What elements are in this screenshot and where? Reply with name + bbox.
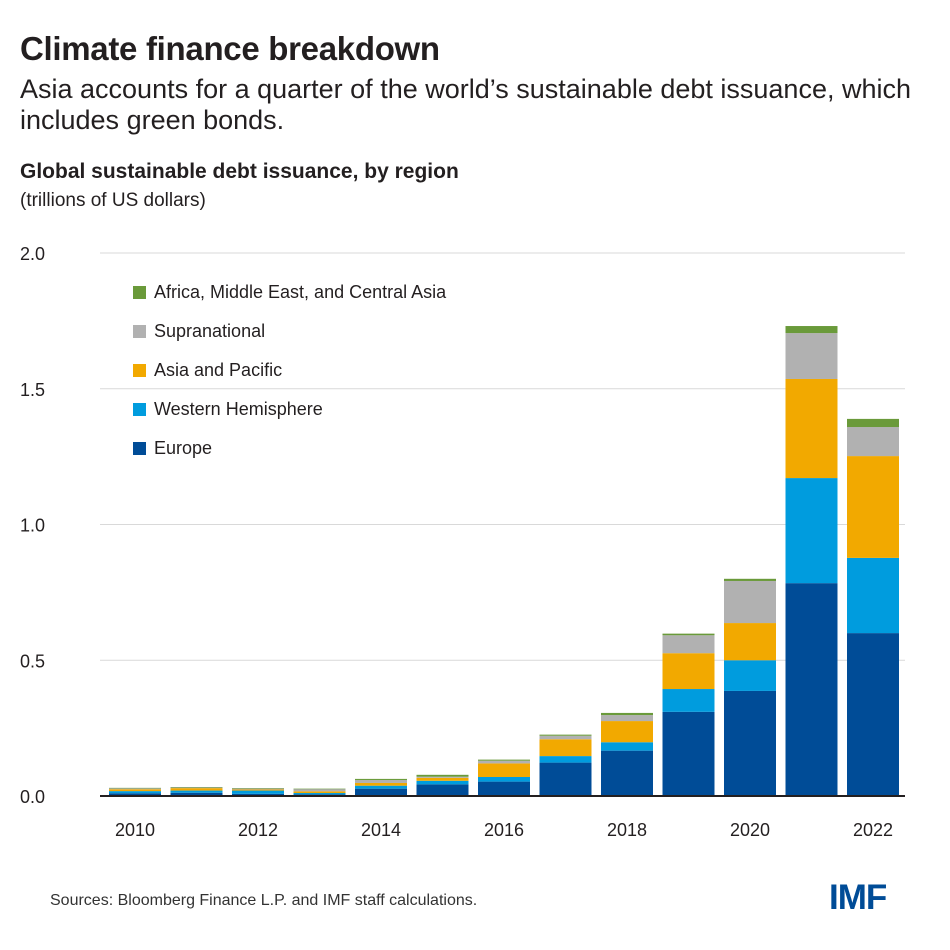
bar-segment-asia-and-pacific-2019	[662, 653, 715, 690]
x-tick-label: 2016	[484, 820, 524, 840]
legend-swatch	[133, 403, 146, 416]
chart-title: Global sustainable debt issuance, by reg…	[20, 160, 459, 183]
bar-segment-western-hemisphere-2020	[724, 660, 776, 691]
legend-swatch	[133, 325, 146, 338]
bar-segment-supranational-2019	[662, 635, 715, 654]
x-tick-label: 2014	[361, 820, 401, 840]
bar-segment-europe-2010	[109, 793, 161, 796]
bar-segment-western-hemisphere-2017	[539, 756, 592, 763]
y-tick-label: 0.5	[20, 651, 45, 671]
bar-segment-africa-middle-east-and-central-asia-2010	[109, 787, 161, 789]
bar-segment-asia-and-pacific-2020	[724, 623, 776, 661]
x-tick-label: 2012	[238, 820, 278, 840]
bar-segment-asia-and-pacific-2022	[847, 456, 899, 558]
bar-segment-africa-middle-east-and-central-asia-2014	[355, 778, 407, 780]
bar-segment-western-hemisphere-2012	[232, 790, 284, 794]
bar-segment-supranational-2015	[416, 776, 469, 778]
legend-label: Europe	[154, 438, 212, 458]
bar-segment-africa-middle-east-and-central-asia-2020	[724, 578, 776, 581]
y-tick-label: 0.0	[20, 787, 45, 807]
bar-segment-africa-middle-east-and-central-asia-2015	[416, 774, 469, 777]
bar-segment-western-hemisphere-2011	[170, 790, 223, 793]
legend-label: Asia and Pacific	[154, 360, 282, 380]
y-tick-label: 1.5	[20, 380, 45, 400]
legend-swatch	[133, 442, 146, 455]
bar-segment-western-hemisphere-2013	[293, 793, 346, 795]
x-tick-label: 2020	[730, 820, 770, 840]
y-tick-label: 1.0	[20, 516, 45, 536]
bar-segment-africa-middle-east-and-central-asia-2021	[785, 326, 838, 334]
bar-segment-western-hemisphere-2019	[662, 689, 715, 712]
legend-label: Africa, Middle East, and Central Asia	[154, 282, 447, 302]
bar-segment-europe-2022	[847, 633, 899, 796]
bar-segment-asia-and-pacific-2014	[355, 782, 407, 786]
bar-segment-africa-middle-east-and-central-asia-2018	[601, 712, 653, 716]
bar-segment-asia-and-pacific-2015	[416, 777, 469, 781]
bar-segment-supranational-2018	[601, 715, 653, 722]
bar-segment-asia-and-pacific-2018	[601, 721, 653, 743]
bar-segment-europe-2017	[539, 762, 592, 796]
bar-segment-supranational-2010	[109, 788, 161, 790]
bar-segment-europe-2012	[232, 793, 284, 796]
bar-segment-supranational-2022	[847, 427, 899, 457]
bar-segment-africa-middle-east-and-central-asia-2011	[170, 787, 223, 788]
imf-logo: IMF	[829, 878, 887, 917]
bar-segment-asia-and-pacific-2021	[785, 378, 838, 479]
bar-segment-western-hemisphere-2018	[601, 742, 653, 751]
bar-segment-europe-2018	[601, 750, 653, 796]
figure-subtitle: Asia accounts for a quarter of the world…	[20, 74, 911, 135]
legend-label: Western Hemisphere	[154, 399, 323, 419]
bar-segment-western-hemisphere-2014	[355, 785, 407, 789]
bar-segment-western-hemisphere-2015	[416, 780, 469, 785]
bar-segment-western-hemisphere-2010	[109, 791, 161, 794]
source-note: Sources: Bloomberg Finance L.P. and IMF …	[50, 892, 478, 909]
bar-segment-supranational-2016	[478, 760, 530, 764]
bar-segment-asia-and-pacific-2012	[232, 789, 284, 791]
x-tick-label: 2018	[607, 820, 647, 840]
x-tick-label: 2022	[853, 820, 893, 840]
bar-segment-asia-and-pacific-2010	[109, 789, 161, 792]
bar-segment-africa-middle-east-and-central-asia-2013	[293, 788, 346, 790]
bar-segment-supranational-2011	[170, 787, 223, 789]
bar-segment-africa-middle-east-and-central-asia-2022	[847, 418, 899, 428]
bar-segment-europe-2015	[416, 784, 469, 796]
bar-segment-europe-2021	[785, 583, 838, 796]
legend-label: Supranational	[154, 321, 265, 341]
bar-segment-supranational-2014	[355, 779, 407, 783]
bar-segment-supranational-2012	[232, 788, 284, 790]
legend-swatch	[133, 364, 146, 377]
bar-segment-europe-2020	[724, 690, 776, 796]
figure-title: Climate finance breakdown	[20, 30, 440, 67]
bar-segment-asia-and-pacific-2013	[293, 791, 346, 794]
bar-segment-africa-middle-east-and-central-asia-2012	[232, 788, 284, 789]
bar-segment-supranational-2021	[785, 333, 838, 379]
bar-segment-europe-2014	[355, 788, 407, 796]
bar-segment-asia-and-pacific-2016	[478, 763, 530, 777]
legend-swatch	[133, 286, 146, 299]
y-axis-unit: (trillions of US dollars)	[20, 190, 206, 211]
bar-segment-western-hemisphere-2021	[785, 478, 838, 584]
bar-segment-europe-2019	[662, 711, 715, 796]
bar-segment-europe-2016	[478, 781, 530, 796]
bar-segment-asia-and-pacific-2011	[170, 788, 223, 791]
bar-segment-western-hemisphere-2022	[847, 557, 899, 634]
bar-segment-africa-middle-east-and-central-asia-2017	[539, 734, 592, 736]
bar-segment-africa-middle-east-and-central-asia-2019	[662, 633, 715, 636]
bar-segment-asia-and-pacific-2017	[539, 739, 592, 757]
bar-segment-africa-middle-east-and-central-asia-2016	[478, 759, 530, 761]
bar-segment-europe-2011	[170, 792, 223, 796]
bar-segment-western-hemisphere-2016	[478, 776, 530, 782]
bar-segment-supranational-2017	[539, 735, 592, 740]
x-tick-label: 2010	[115, 820, 155, 840]
bar-segment-supranational-2020	[724, 580, 776, 624]
y-tick-label: 2.0	[20, 244, 45, 264]
bar-segment-supranational-2013	[293, 788, 346, 792]
